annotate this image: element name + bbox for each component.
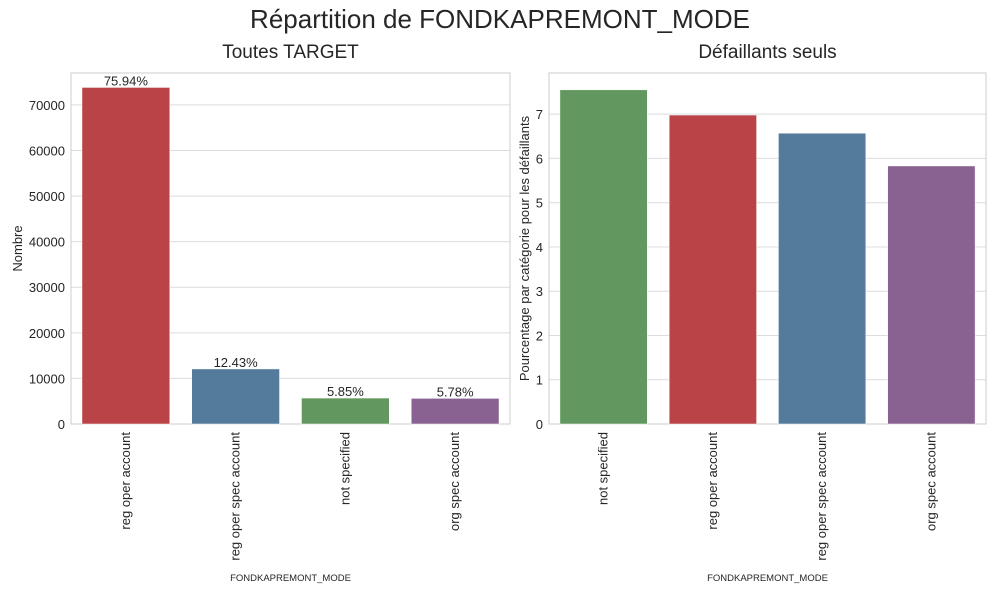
x-tick-label: not specified xyxy=(337,432,352,505)
bar xyxy=(559,89,648,425)
data-label: 5.78% xyxy=(437,384,474,399)
y-tick-label: 1 xyxy=(536,373,543,388)
x-tick-label: org spec account xyxy=(447,432,462,531)
y-tick-label: 4 xyxy=(536,240,543,255)
data-label: 5.85% xyxy=(327,384,364,399)
y-tick-label: 50000 xyxy=(29,189,65,204)
bar xyxy=(778,132,867,425)
x-tick-label: reg oper spec account xyxy=(814,432,829,561)
data-label: 75.94% xyxy=(104,73,149,88)
figure-title: Répartition de FONDKAPREMONT_MODE xyxy=(250,4,750,34)
bar xyxy=(668,114,757,425)
y-tick-label: 2 xyxy=(536,328,543,343)
y-tick-label: 60000 xyxy=(29,143,65,158)
x-tick-label: not specified xyxy=(596,432,611,505)
y-tick-label: 0 xyxy=(58,417,65,432)
y-tick-label: 30000 xyxy=(29,280,65,295)
y-tick-label: 3 xyxy=(536,284,543,299)
y-tick-label: 20000 xyxy=(29,326,65,341)
y-axis-label: Nombre xyxy=(10,225,25,271)
right-chart: 0 1 2 3 4 5 6 7 not specified reg oper account reg… xyxy=(517,42,987,584)
y-tick-label: 0 xyxy=(536,417,543,432)
y-tick-label: 7 xyxy=(536,107,543,122)
y-axis-label: Pourcentage par catégorie pour les défai… xyxy=(517,115,532,381)
y-tick-label: 6 xyxy=(536,151,543,166)
bar xyxy=(81,87,171,425)
left-chart: 0 10000 20000 30000 40000 50000 60000 70000 75.9… xyxy=(10,42,511,584)
data-label: 12.43% xyxy=(214,355,259,370)
bar xyxy=(301,397,390,425)
subplot-title: Toutes TARGET xyxy=(222,42,359,63)
x-tick-label: reg oper account xyxy=(118,432,133,530)
bar xyxy=(191,368,280,425)
y-tick-label: 40000 xyxy=(29,235,65,250)
y-tick-label: 10000 xyxy=(29,371,65,386)
y-tick-label: 70000 xyxy=(29,98,65,113)
x-tick-label: org spec account xyxy=(923,432,938,531)
plot-frame xyxy=(70,72,511,425)
x-tick-label: reg oper account xyxy=(705,432,720,530)
bar xyxy=(410,398,500,425)
y-tick-label: 5 xyxy=(536,196,543,211)
bar xyxy=(887,165,976,425)
x-tick-label: reg oper spec account xyxy=(228,432,243,561)
plot-frame xyxy=(548,72,987,425)
x-axis-label: FONDKAPREMONT_MODE xyxy=(707,573,828,584)
subplot-title: Défaillants seuls xyxy=(698,42,836,63)
x-axis-label: FONDKAPREMONT_MODE xyxy=(230,573,351,584)
